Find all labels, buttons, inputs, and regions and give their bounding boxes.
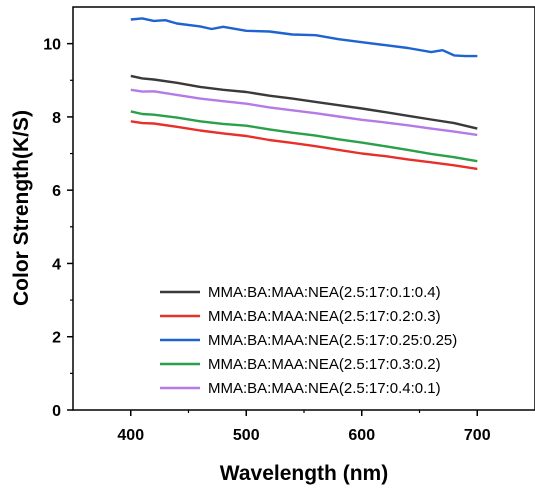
plot-lines — [130, 17, 478, 171]
x-tick-label: 700 — [464, 427, 491, 444]
y-tick-label: 10 — [43, 37, 61, 54]
x-axis-ticks: 400 500 600 700 — [117, 410, 491, 444]
legend-label: MMA:BA:MAA:NEA(2.5:17:0.3:0.2) — [208, 356, 441, 373]
y-tick-label: 4 — [52, 256, 61, 273]
x-tick-label: 500 — [233, 427, 260, 444]
legend-entry-2: MMA:BA:MAA:NEA(2.5:17:0.2:0.3) — [160, 308, 441, 325]
y-tick-label: 2 — [52, 330, 61, 347]
legend-entry-5: MMA:BA:MAA:NEA(2.5:17:0.4:0.1) — [160, 380, 441, 397]
y-tick-label: 8 — [52, 110, 61, 127]
y-axis-label: Color Strength(K/S) — [10, 110, 33, 306]
series-line-2 — [130, 120, 478, 171]
x-tick-label: 400 — [117, 427, 144, 444]
y-axis-ticks: 0 2 4 6 8 10 — [43, 37, 73, 420]
y-tick-label: 6 — [52, 183, 61, 200]
series-line-3 — [130, 17, 478, 58]
series-line-1 — [130, 74, 478, 130]
plot-frame — [72, 6, 535, 411]
legend-label: MMA:BA:MAA:NEA(2.5:17:0.2:0.3) — [208, 308, 441, 325]
legend: MMA:BA:MAA:NEA(2.5:17:0.1:0.4) MMA:BA:MAA… — [160, 284, 457, 397]
x-axis-label: Wavelength (nm) — [220, 462, 388, 485]
legend-label: MMA:BA:MAA:NEA(2.5:17:0.25:0.25) — [208, 332, 457, 349]
series-line-4 — [130, 110, 478, 163]
legend-entry-1: MMA:BA:MAA:NEA(2.5:17:0.1:0.4) — [160, 284, 441, 301]
series-line-5 — [130, 88, 478, 137]
legend-entry-3: MMA:BA:MAA:NEA(2.5:17:0.25:0.25) — [160, 332, 457, 349]
x-tick-label: 600 — [348, 427, 375, 444]
legend-entry-4: MMA:BA:MAA:NEA(2.5:17:0.3:0.2) — [160, 356, 441, 373]
y-tick-label: 0 — [52, 403, 61, 420]
legend-label: MMA:BA:MAA:NEA(2.5:17:0.4:0.1) — [208, 380, 441, 397]
legend-label: MMA:BA:MAA:NEA(2.5:17:0.1:0.4) — [208, 284, 441, 301]
